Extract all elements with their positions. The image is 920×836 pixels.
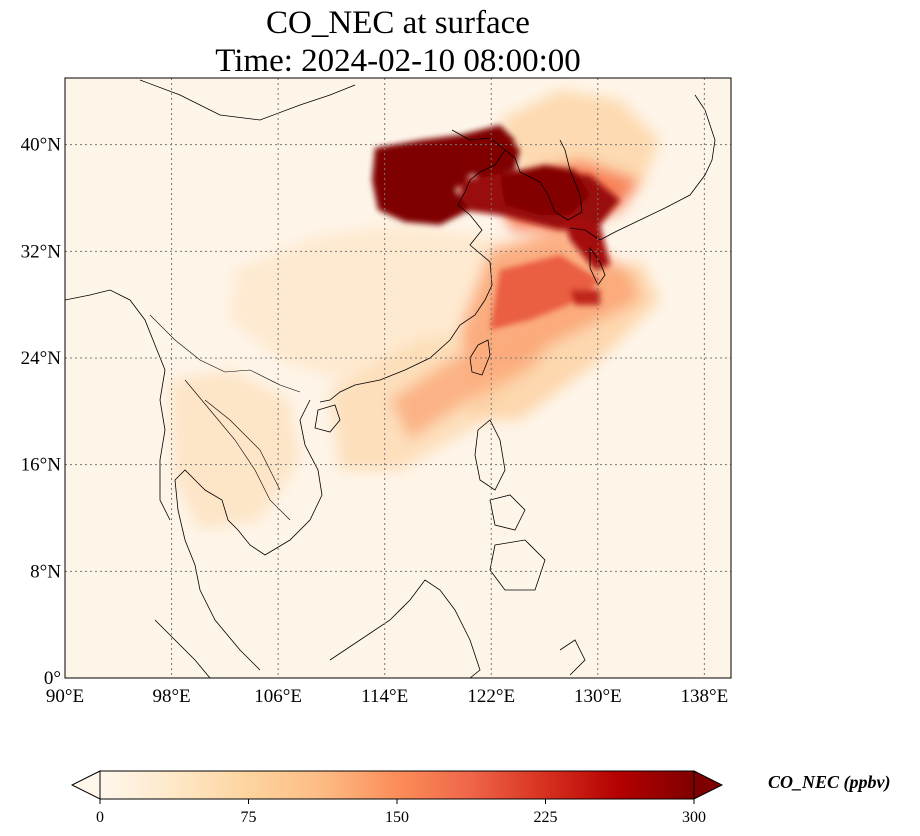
colorbar-tick-label: 225 (534, 809, 558, 826)
coastline-malay (154, 619, 211, 678)
colorbar-tick-label: 0 (96, 809, 104, 826)
colorbar-gradient (100, 771, 694, 799)
border-indochina (184, 379, 291, 521)
coastline-sulawesi (559, 639, 586, 676)
lon-tick-label: 106°E (254, 686, 302, 707)
lat-tick-label: 0° (44, 668, 61, 689)
plume-japan-south (570, 290, 600, 305)
lat-tick-label: 8°N (30, 561, 61, 582)
map-title-line1: CO_NEC at surface (266, 5, 530, 41)
lat-tick-label: 16°N (21, 455, 62, 476)
lon-tick-labels: 90°E 98°E 106°E 114°E 122°E 130°E 138°E (46, 686, 728, 707)
plume-taiwan-band (390, 330, 560, 440)
gridlines (65, 78, 731, 678)
coastline-borneo (329, 579, 481, 678)
lat-tick-labels: 0° 8°N 16°N 24°N 32°N 40°N (21, 135, 62, 689)
lon-tick-label: 130°E (574, 686, 622, 707)
coastline-indochina (174, 399, 323, 671)
coastline-china (319, 149, 506, 403)
border-china-mongolia (139, 79, 356, 121)
colorbar-tick-label: 75 (241, 809, 257, 826)
colorbar-extend-min (70, 770, 101, 800)
coastline-liaodong (451, 129, 506, 151)
plume-indochina (170, 370, 300, 530)
map-title-line2: Time: 2024-02-10 08:00:00 (215, 43, 581, 79)
lon-tick-label: 122°E (467, 686, 515, 707)
lat-tick-label: 40°N (21, 135, 62, 156)
coastline-kyushu (589, 246, 606, 286)
colorbar-tick-label: 300 (682, 809, 706, 826)
colorbar: 0 75 150 225 300 CO_NEC (ppbv) (70, 770, 891, 826)
plume-bohai-core (460, 128, 520, 178)
coastline-korea (504, 139, 583, 221)
coastline-mindanao (489, 539, 546, 591)
lon-tick-label: 138°E (681, 686, 729, 707)
colorbar-extend-max (693, 770, 724, 800)
lat-tick-label: 32°N (21, 241, 62, 262)
border-laos-thai (204, 399, 281, 491)
coastline-hainan (314, 404, 341, 433)
lon-tick-label: 98°E (152, 686, 190, 707)
colorbar-ticks: 0 75 150 225 300 (96, 799, 706, 826)
lat-tick-label: 24°N (21, 348, 62, 369)
co-concentration-field (170, 90, 660, 530)
colorbar-tick-label: 150 (385, 809, 409, 826)
map-frame (64, 77, 732, 679)
border-southwest (149, 314, 301, 393)
lon-tick-label: 114°E (361, 686, 408, 707)
lon-tick-label: 90°E (46, 686, 84, 707)
plume-band-red (490, 255, 600, 330)
colorbar-label: CO_NEC (ppbv) (768, 772, 891, 793)
coastline-visayas (489, 494, 526, 531)
